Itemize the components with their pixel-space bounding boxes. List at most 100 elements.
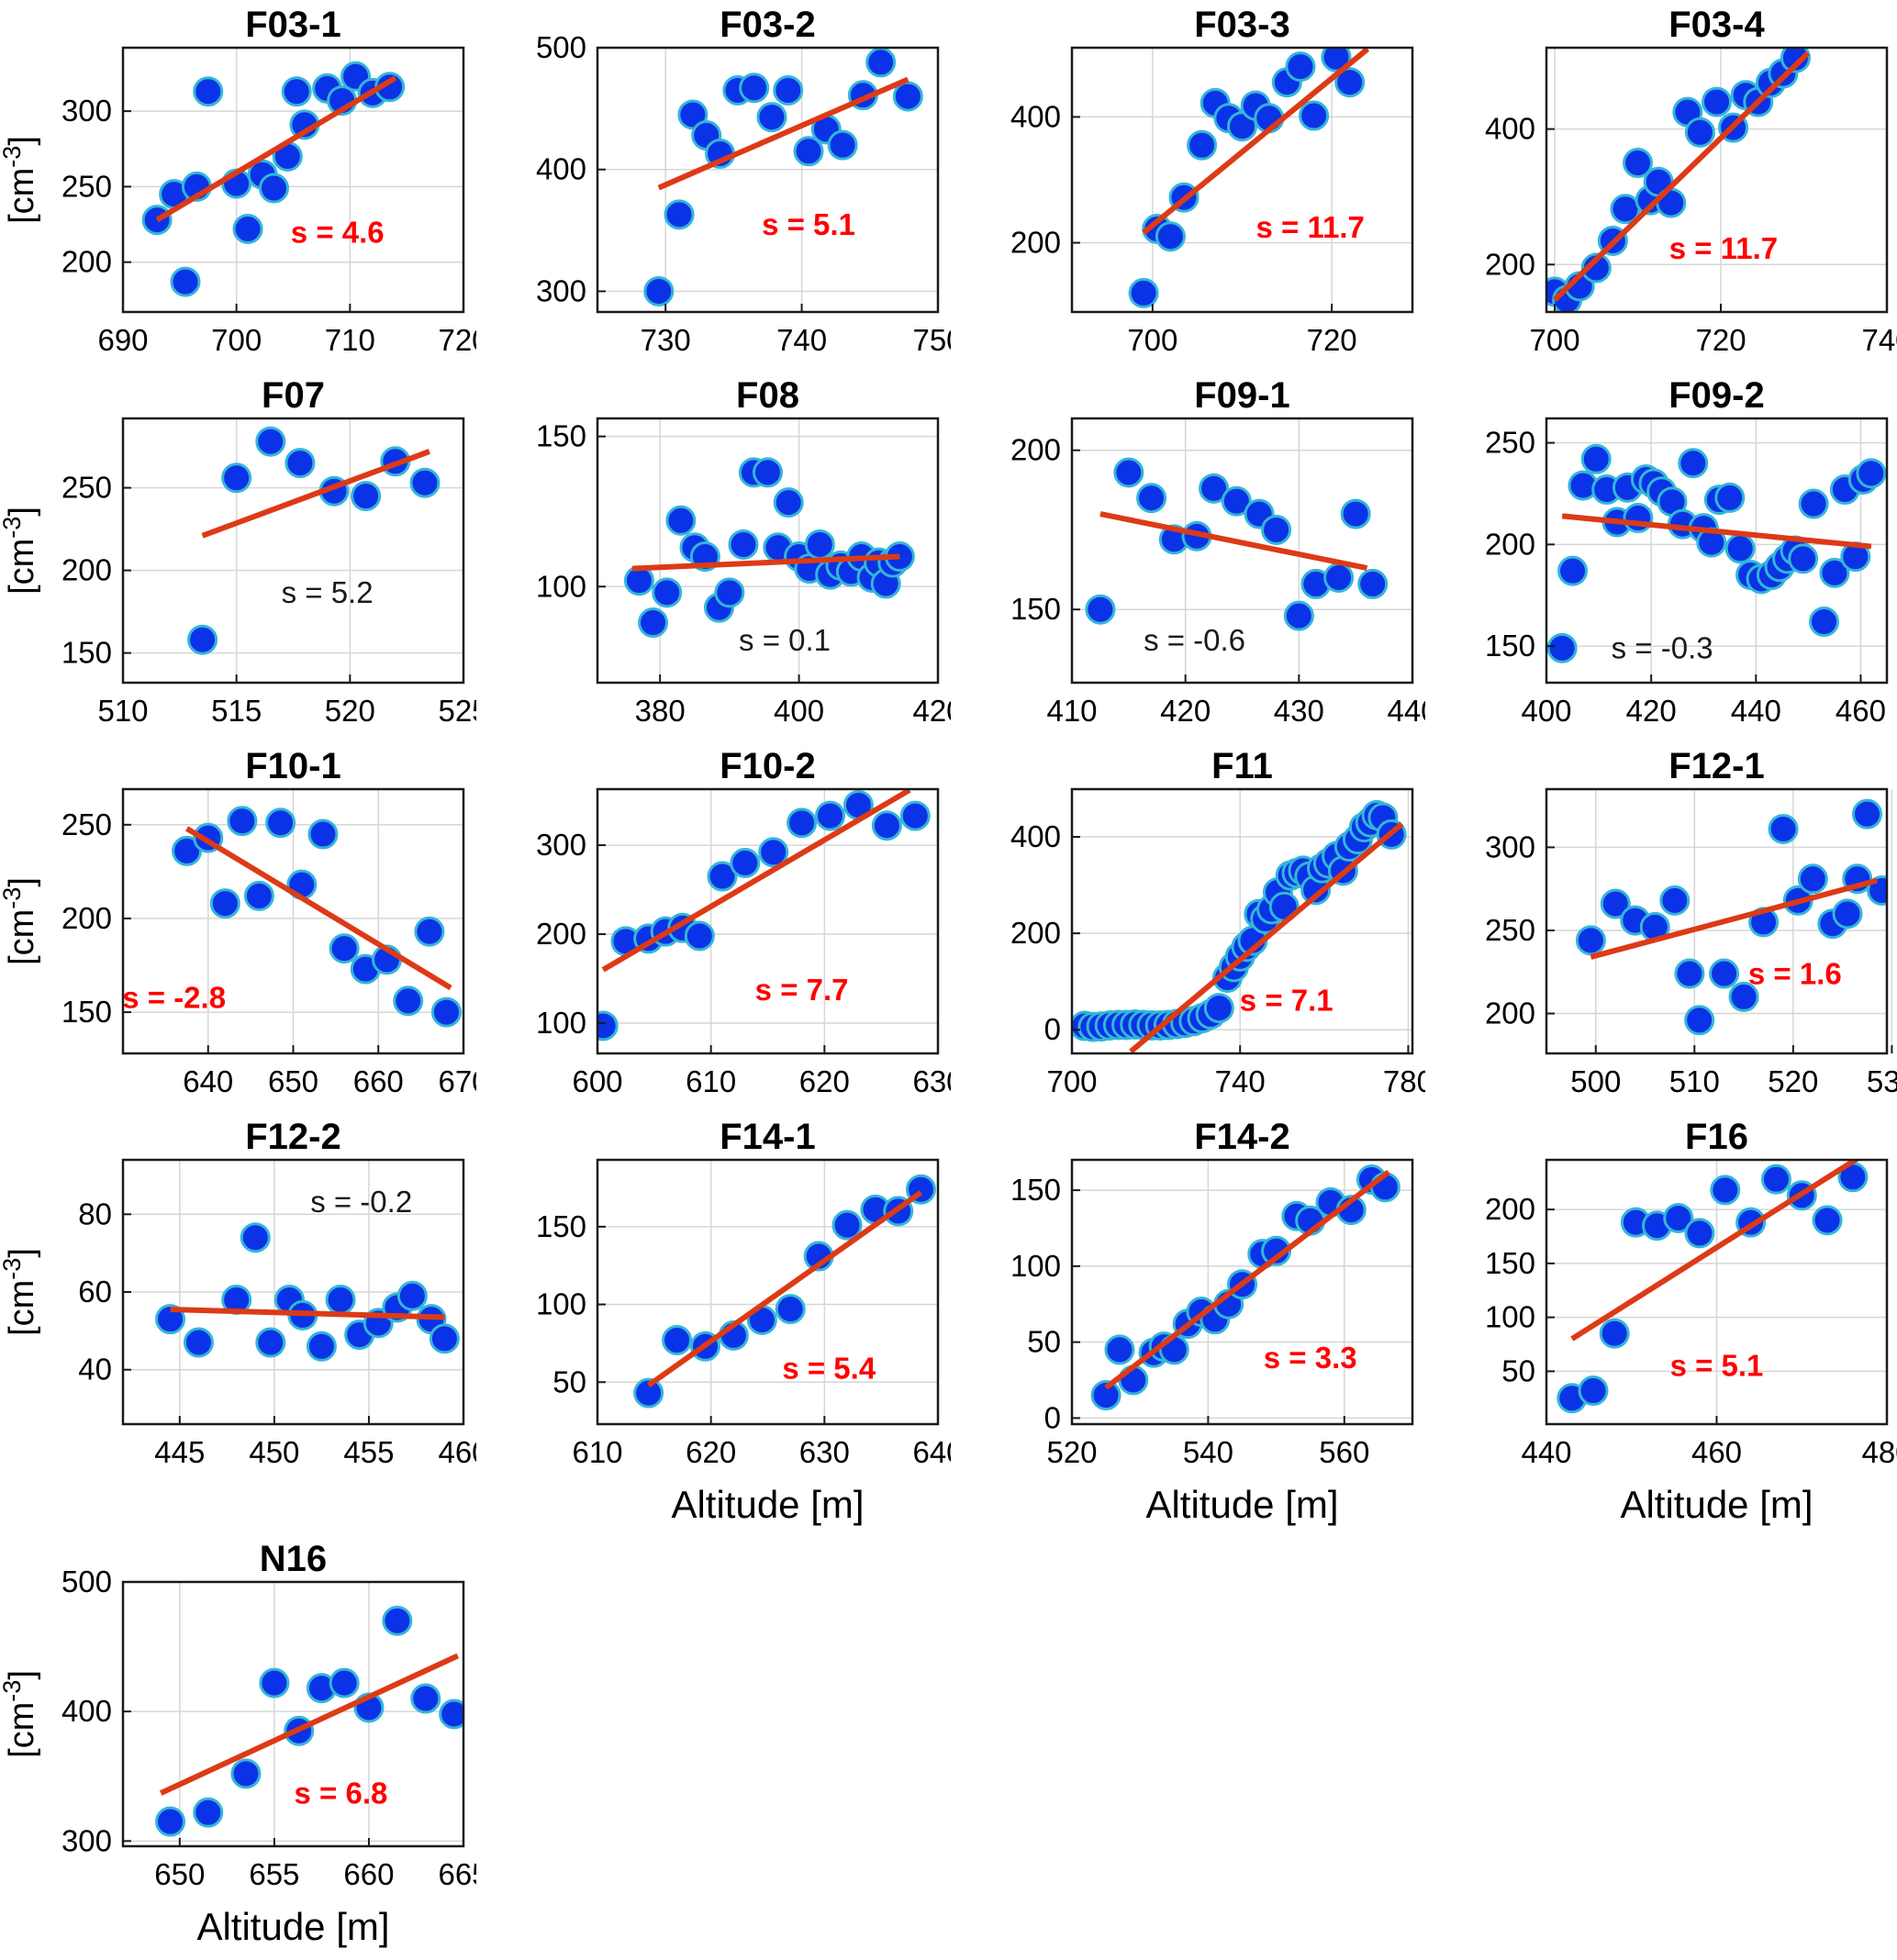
- y-tick-label: 200: [1485, 997, 1535, 1030]
- slope-annotation: s = 11.7: [1256, 210, 1365, 244]
- x-tick-label: 740: [1215, 1064, 1266, 1098]
- y-tick-label: 200: [1010, 226, 1061, 260]
- data-point: [259, 1667, 290, 1698]
- y-tick-label: 400: [536, 152, 586, 186]
- data-point: [429, 1323, 460, 1354]
- data-point: [393, 986, 424, 1017]
- x-tick-label: 720: [1695, 323, 1746, 357]
- data-point: [255, 1327, 286, 1358]
- y-tick-label: 250: [61, 169, 112, 203]
- data-point: [396, 1280, 428, 1311]
- slope-annotation: s = 6.8: [295, 1776, 388, 1810]
- x-tick-label: 515: [211, 694, 262, 728]
- y-axis-label: [cm-3]: [2, 507, 41, 595]
- data-point: [865, 47, 897, 78]
- y-tick-label: 50: [1027, 1325, 1061, 1359]
- data-point: [707, 861, 738, 892]
- axis-box: [1545, 787, 1889, 1055]
- panel-title: F08: [736, 375, 799, 416]
- data-point: [1768, 813, 1799, 844]
- trend-line: [1129, 821, 1404, 1054]
- panel-svg-F14-1: 610 620 630 640 50 100 150 F14-1 s = 5.4 Altitude…: [536, 1117, 951, 1526]
- x-tick-label: 750: [912, 323, 951, 357]
- tick-marks: [123, 1581, 464, 1846]
- data-point: [1684, 1005, 1715, 1036]
- x-tick-label: 500: [1570, 1064, 1621, 1098]
- data-point: [773, 487, 804, 518]
- panel-title: F12-2: [245, 1117, 341, 1157]
- x-tick-label: 455: [343, 1435, 394, 1469]
- y-tick-label: 300: [536, 828, 586, 862]
- data-point: [1299, 100, 1330, 131]
- data-point: [243, 880, 274, 911]
- data-point: [1797, 863, 1828, 895]
- x-tick-label: 620: [686, 1435, 736, 1469]
- y-tick-label: 250: [1485, 426, 1535, 460]
- x-tick-label: 650: [268, 1064, 318, 1098]
- tick-marks: [122, 486, 464, 683]
- panel-F03-2: 730 740 750 300 400 500 F03-2 s = 5.1: [476, 4, 951, 374]
- y-tick-label: 200: [61, 245, 112, 279]
- y-tick-label: 250: [61, 807, 112, 841]
- data-point: [652, 577, 683, 608]
- data-point: [230, 1758, 262, 1789]
- data-point: [1702, 86, 1732, 117]
- data-point: [1710, 1175, 1741, 1206]
- x-tick-label: 690: [97, 323, 148, 357]
- data-point: [831, 1209, 863, 1241]
- x-tick-label: 600: [572, 1064, 622, 1098]
- data-point: [753, 457, 783, 488]
- tick-marks: [597, 435, 939, 683]
- panel-svg-N16: 650 655 660 665 300 400 500 N16 s = 6.8 [cm-3] Alt…: [2, 1539, 476, 1948]
- slope-annotation: s = 0.1: [739, 623, 831, 657]
- y-tick-label: 60: [78, 1275, 112, 1309]
- panel-svg-F03-2: 730 740 750 300 400 500 F03-2 s = 5.1: [536, 5, 951, 357]
- x-tick-label: 400: [1521, 694, 1571, 728]
- x-tick-label: 700: [1046, 1064, 1097, 1098]
- panel-F12-2: 445 450 455 460 40 60 80 F12-2 s = -0.2 [cm-3]: [2, 1116, 476, 1487]
- data-point: [1623, 503, 1654, 534]
- axis-box: [596, 46, 940, 314]
- panel-title: F14-1: [720, 1117, 816, 1157]
- panel-F03-3: 700 720 200 400 F03-3 s = 11.7: [951, 4, 1425, 374]
- trend-line: [1552, 50, 1811, 302]
- data-point: [155, 1806, 186, 1837]
- x-tick-label: 430: [1274, 694, 1324, 728]
- data-point: [439, 1698, 464, 1730]
- data-point: [1580, 252, 1612, 284]
- data-point: [1085, 594, 1116, 625]
- panel-svg-F12-2: 445 450 455 460 40 60 80 F12-2 s = -0.2 [cm-3]: [2, 1117, 476, 1469]
- data-point: [265, 807, 296, 839]
- x-tick-label: 440: [1731, 694, 1781, 728]
- x-tick-label: 650: [154, 1857, 205, 1891]
- data-point: [1578, 1375, 1609, 1407]
- tick-marks: [597, 1225, 939, 1424]
- data-point: [775, 1294, 806, 1325]
- x-axis-label: Altitude [m]: [1620, 1483, 1813, 1526]
- y-tick-label: 500: [536, 30, 586, 64]
- plot-area: [123, 1582, 463, 1846]
- x-tick-label: 660: [343, 1857, 394, 1891]
- data-point: [193, 76, 224, 107]
- data-point: [1851, 798, 1882, 830]
- data-point: [1580, 443, 1612, 474]
- trend-line: [170, 1307, 445, 1320]
- tick-marks: [1072, 116, 1333, 312]
- x-tick-label: 710: [325, 323, 375, 357]
- data-point: [221, 462, 252, 494]
- x-axis-label: Altitude [m]: [196, 1905, 389, 1948]
- panel-title: F03-3: [1194, 5, 1290, 45]
- data-point: [643, 275, 675, 306]
- panel-row-2: 510 515 520 525 150 200 250 F07 s = 5.2 [cm-3] 380…: [2, 374, 1897, 745]
- x-axis-label: Altitude [m]: [671, 1483, 864, 1526]
- y-tick-label: 200: [536, 917, 586, 951]
- panel-title: F09-1: [1194, 375, 1290, 416]
- data-point: [793, 136, 824, 167]
- slope-annotation: s = -0.3: [1612, 631, 1713, 665]
- trend-line: [657, 76, 909, 191]
- data-point: [1600, 888, 1631, 919]
- panel-F16: 440 460 480 50 100 150 200 F16 s = 5.1 Altitude […: [1425, 1116, 1897, 1538]
- panel-svg-F10-1: 640 650 660 670 150 200 250 F10-1 s = -2.8 [cm-3]: [2, 746, 476, 1098]
- data-point: [1321, 47, 1352, 72]
- y-tick-label: 300: [61, 1823, 112, 1857]
